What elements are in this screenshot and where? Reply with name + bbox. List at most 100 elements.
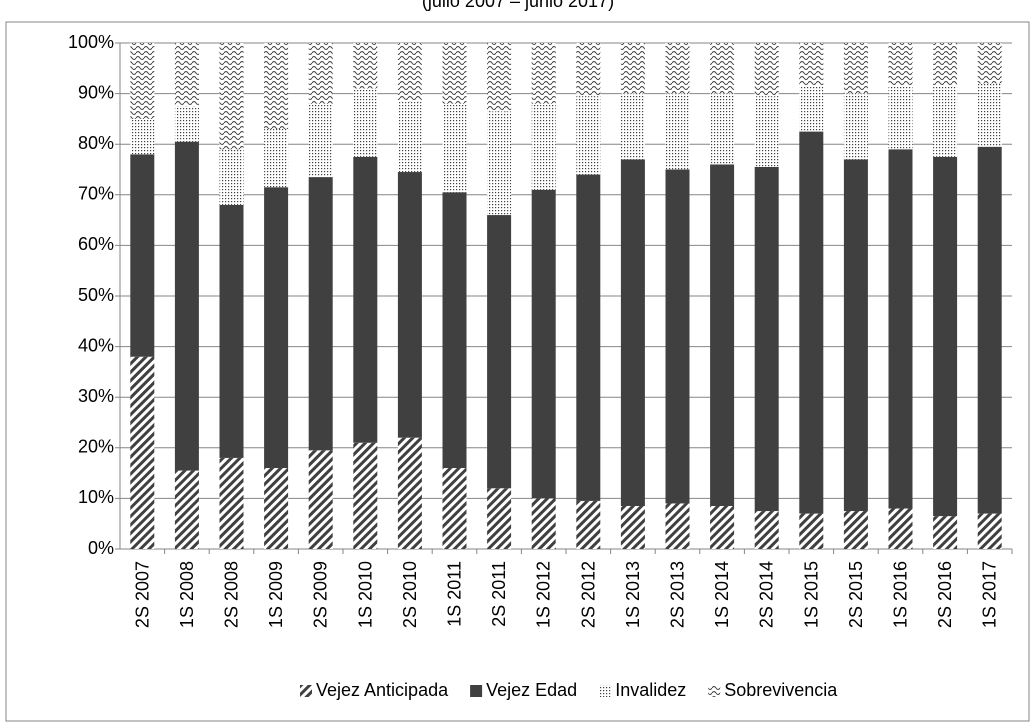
bar-segment [308, 450, 333, 549]
bar-segment [264, 43, 289, 130]
y-tick-label: 20% [78, 437, 114, 457]
bar-segment [576, 96, 601, 175]
bar-segment [308, 43, 333, 104]
y-tick-label: 0% [88, 538, 114, 558]
x-tick-label: 2S 2009 [311, 561, 331, 628]
bar-segment [130, 118, 155, 155]
bar-segment [174, 470, 199, 549]
x-tick-label: 1S 2011 [445, 561, 465, 627]
bar-segment [977, 513, 1002, 549]
x-tick-label: 1S 2017 [980, 561, 1000, 628]
bar-segment [130, 43, 155, 119]
bar-segment [799, 43, 824, 87]
x-tick-label: 2S 2014 [757, 561, 777, 628]
bar-segment [620, 93, 645, 160]
bar-segment [442, 192, 467, 469]
bar-segment [933, 516, 958, 549]
bar-segment [576, 174, 601, 501]
x-tick-label: 2S 2007 [132, 561, 152, 628]
bar-segment [977, 146, 1002, 514]
bar-segment [977, 43, 1002, 84]
bar-segment [665, 93, 690, 170]
bar-segment [799, 86, 824, 132]
chart-border [5, 21, 1030, 722]
bar-segment [888, 43, 913, 87]
bar-segment [977, 83, 1002, 147]
bar-segment [219, 43, 244, 150]
bar-segment [665, 503, 690, 549]
bar-segment [888, 149, 913, 509]
x-tick-label: 1S 2015 [801, 561, 821, 628]
bar-segment [710, 164, 735, 506]
y-tick-label: 100% [68, 32, 114, 52]
x-tick-label: 2S 2015 [846, 561, 866, 628]
y-tick-label: 60% [78, 234, 114, 254]
legend-label: Sobrevivencia [724, 680, 838, 700]
y-tick-label: 90% [78, 82, 114, 102]
x-tick-label: 1S 2009 [266, 561, 286, 628]
x-tick-label: 2S 2011 [489, 561, 509, 627]
x-tick-label: 1S 2012 [534, 561, 554, 628]
bar-segment [799, 513, 824, 549]
x-tick-label: 1S 2010 [355, 561, 375, 628]
bar-segment [576, 500, 601, 549]
bar-segment [888, 86, 913, 150]
y-tick-label: 70% [78, 184, 114, 204]
bar-segment [487, 215, 512, 489]
bar-segment [487, 43, 512, 112]
bar-segment [397, 437, 422, 549]
x-tick-label: 1S 2008 [177, 561, 197, 628]
bar-segment [174, 106, 199, 142]
legend-label: Vejez Anticipada [316, 680, 449, 700]
bar-segment [130, 356, 155, 549]
x-tick-label: 1S 2013 [623, 561, 643, 628]
x-tick-label: 2S 2008 [222, 561, 242, 628]
bar-segment [531, 43, 556, 104]
bar-segment [264, 187, 289, 469]
bar-segment [264, 129, 289, 188]
bar-segment [219, 149, 244, 205]
y-tick-label: 80% [78, 133, 114, 153]
y-tick-label: 10% [78, 487, 114, 507]
bar-segment [264, 468, 289, 549]
y-tick-label: 40% [78, 335, 114, 355]
x-tick-label: 2S 2012 [578, 561, 598, 628]
bar-segment [531, 189, 556, 499]
bar-segment [754, 96, 779, 167]
bar-segment [174, 141, 199, 471]
bar-segment [754, 43, 779, 97]
y-tick-label: 50% [78, 285, 114, 305]
legend-swatch [708, 685, 721, 697]
bar-segment [888, 508, 913, 549]
bar-segment [799, 131, 824, 514]
x-tick-label: 2S 2010 [400, 561, 420, 628]
legend-swatch [470, 685, 483, 697]
legend-label: Invalidez [615, 680, 686, 700]
bar-segment [397, 43, 422, 102]
bar-segment [620, 43, 645, 94]
bar-segment [397, 172, 422, 438]
x-tick-label: 1S 2014 [712, 561, 732, 628]
x-tick-label: 2S 2013 [668, 561, 688, 628]
bar-segment [933, 156, 958, 517]
bar-segment [353, 156, 378, 443]
x-tick-label: 2S 2016 [935, 561, 955, 628]
bar-segment [620, 505, 645, 549]
bar-segment [710, 43, 735, 94]
bar-segment [353, 442, 378, 549]
bar-segment [487, 488, 512, 549]
bar-segment [219, 457, 244, 549]
legend-swatch [300, 685, 312, 697]
bar-segment [353, 88, 378, 157]
legend-label: Vejez Edad [486, 680, 577, 700]
bar-segment [308, 103, 333, 178]
bar-segment [710, 505, 735, 549]
bar-segment [843, 511, 868, 549]
chart-subtitle: (julio 2007 – junio 2017) [422, 0, 614, 11]
bar-segment [353, 43, 378, 89]
bar-segment [308, 177, 333, 451]
bar-segment [130, 154, 155, 357]
bar-segment [843, 43, 868, 94]
bar-segment [487, 111, 512, 216]
